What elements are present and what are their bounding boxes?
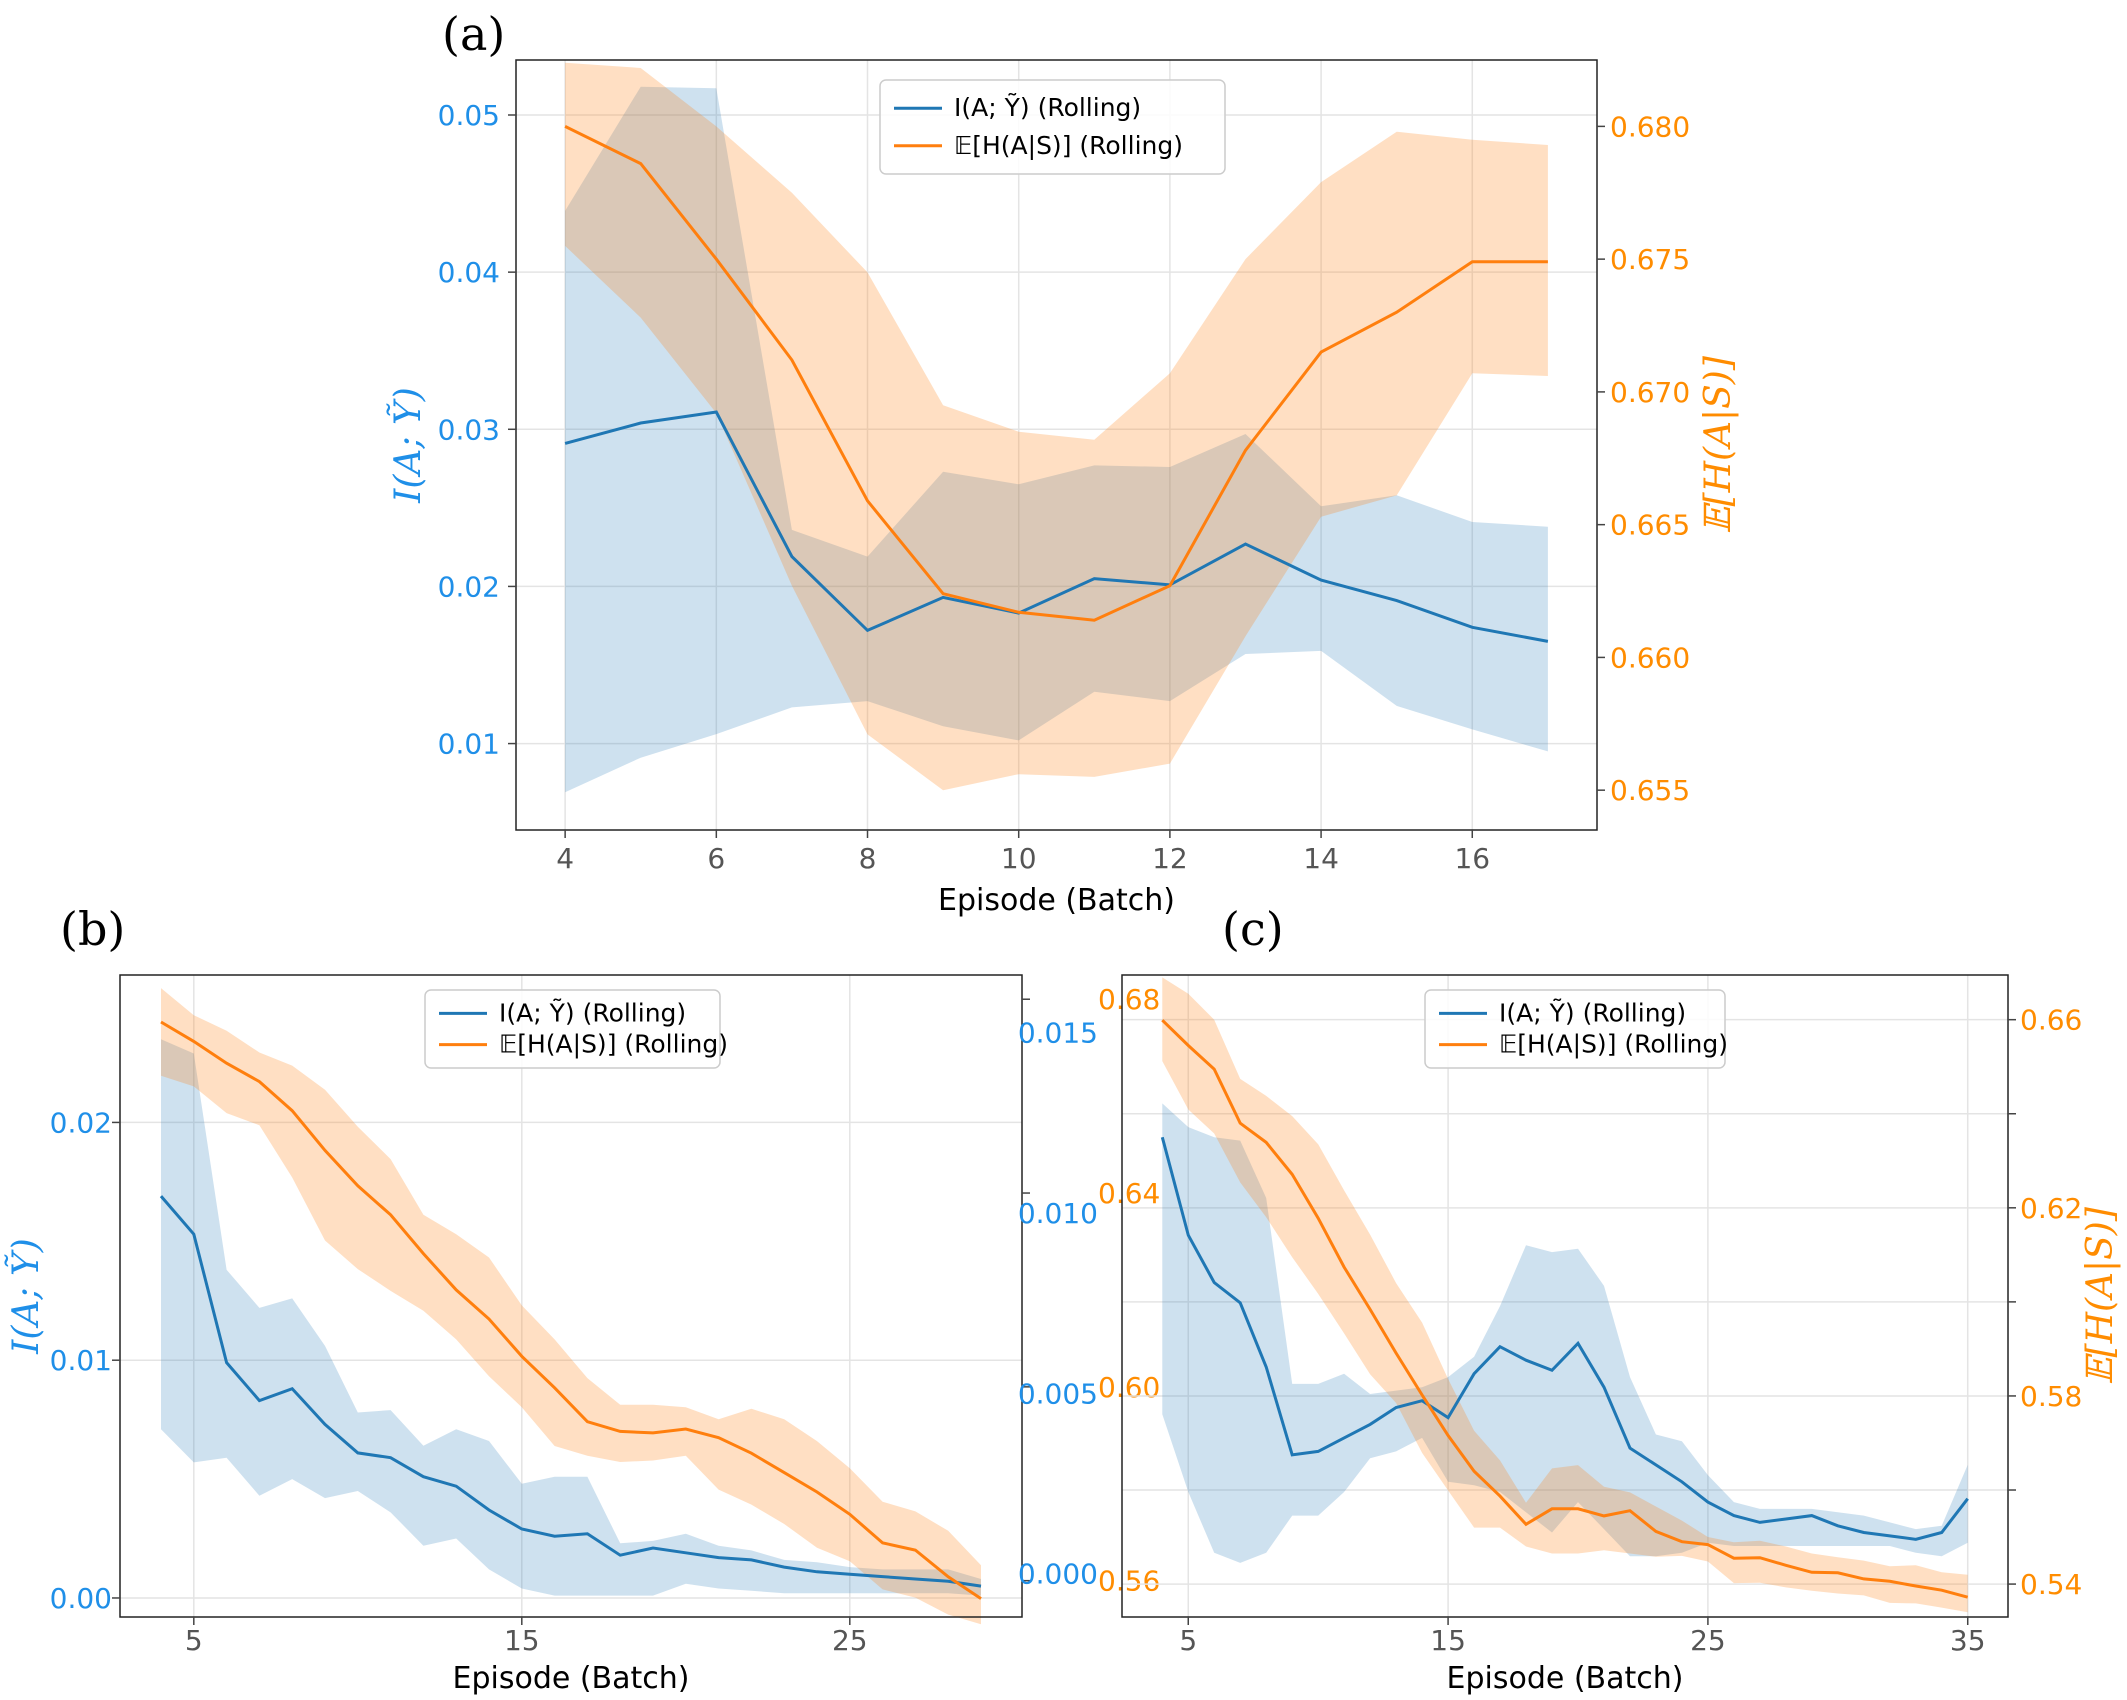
y-right-tick-label: 0.54	[2020, 1568, 2082, 1601]
y-right-tick-label: 0.670	[1610, 376, 1690, 409]
y-left-axis-label: I(A; Ỹ)	[387, 387, 429, 504]
legend-label: 𝔼[H(A|S)] (Rolling)	[954, 131, 1183, 160]
y-extra-tick-label: 0.005	[1018, 1377, 1098, 1410]
legend: I(A; Ỹ) (Rolling) 𝔼[H(A|S)] (Rolling)	[424, 989, 728, 1069]
y-left-tick-label: 0.02	[438, 570, 500, 603]
x-tick-label: 12	[1152, 842, 1188, 875]
y-right-tick-label: 0.675	[1610, 243, 1690, 276]
legend-box	[1424, 989, 1726, 1069]
x-tick-label: 15	[504, 1624, 540, 1657]
panel-b-label: (b)	[60, 902, 125, 956]
y-left-tick-label: 0.04	[438, 256, 500, 289]
panel-a-chart: 4 6 8 10 12 14 16 0.01 0.02 0.03 0.04 0.05 0.655 0.66…	[387, 59, 1739, 918]
x-axis-label: Episode (Batch)	[938, 883, 1175, 918]
x-tick-label: 10	[1001, 842, 1037, 875]
y-left-tick-label: 0.00	[50, 1582, 112, 1615]
y-extra-tick-label: 0.000	[1018, 1558, 1098, 1591]
y-right-tick-label: 0.64	[1098, 1177, 1160, 1210]
axes-frame	[119, 974, 1023, 1618]
entropy-confidence-band	[1162, 977, 1968, 1613]
x-tick-label: 6	[707, 842, 725, 875]
y-left-tick-label: 0.05	[438, 99, 500, 132]
legend-label: I(A; Ỹ) (Rolling)	[954, 92, 1141, 122]
x-tick-label: 16	[1454, 842, 1490, 875]
y-extra-tick-label: 0.010	[1018, 1197, 1098, 1230]
y-extra-tick-label: 0.015	[1018, 1017, 1098, 1050]
panel-b-chart: 5 15 25 0.00 0.01 0.02 0.56 0.60 0.64 0.68 0.000 0.…	[5, 974, 1160, 1696]
mi-series-line	[564, 410, 1549, 643]
y-left-axis-label: I(A; Ỹ)	[5, 1238, 47, 1355]
y-right-tick-label: 0.655	[1610, 774, 1690, 807]
entropy-series-line	[160, 1020, 982, 1600]
y-right-tick-label: 0.680	[1610, 110, 1690, 143]
y-left-tick-label: 0.01	[50, 1344, 112, 1377]
y-right-axis-label: 𝔼[H(A|S)]	[1698, 355, 1739, 534]
mi-series-line	[159, 1195, 982, 1588]
panel-c-label: (c)	[1222, 902, 1284, 956]
x-tick-label: 25	[832, 1624, 868, 1657]
y-right-tick-label: 0.62	[2020, 1192, 2082, 1225]
x-tick-label: 25	[1690, 1624, 1726, 1657]
x-tick-label: 15	[1430, 1624, 1466, 1657]
entropy-series-line	[564, 125, 1548, 622]
x-tick-label: 4	[556, 842, 574, 875]
y-left-tick-label: 0.01	[438, 728, 500, 761]
y-right-tick-label: 0.660	[1610, 641, 1690, 674]
legend: I(A; Ỹ) (Rolling) 𝔼[H(A|S)] (Rolling)	[879, 79, 1226, 175]
legend-label: I(A; Ỹ) (Rolling)	[1499, 997, 1686, 1027]
x-tick-label: 5	[185, 1624, 203, 1657]
legend-label: 𝔼[H(A|S)] (Rolling)	[499, 1030, 728, 1059]
legend-label: I(A; Ỹ) (Rolling)	[499, 997, 686, 1027]
y-right-tick-label: 0.56	[1098, 1565, 1160, 1598]
legend-label: 𝔼[H(A|S)] (Rolling)	[1499, 1030, 1728, 1059]
legend-box	[424, 989, 721, 1069]
x-tick-label: 5	[1179, 1624, 1197, 1657]
axes-frame	[1121, 974, 2009, 1618]
mi-confidence-band	[565, 86, 1548, 793]
mi-confidence-band	[161, 1039, 981, 1596]
y-left-tick-label: 0.02	[50, 1106, 112, 1139]
x-tick-label: 8	[859, 842, 877, 875]
y-right-tick-label: 0.665	[1610, 509, 1690, 542]
mi-confidence-band	[1162, 1103, 1968, 1563]
y-right-tick-label: 0.68	[1098, 983, 1160, 1016]
entropy-confidence-band	[161, 988, 981, 1625]
panel-a-label: (a)	[442, 7, 505, 61]
x-tick-label: 14	[1303, 842, 1339, 875]
y-left-tick-label: 0.03	[438, 413, 500, 446]
y-right-axis-label: 𝔼[H(A|S)]	[2080, 1206, 2121, 1385]
y-right-tick-label: 0.66	[2020, 1004, 2082, 1037]
y-right-tick-label: 0.60	[1098, 1371, 1160, 1404]
x-tick-label: 35	[1950, 1624, 1986, 1657]
y-right-tick-label: 0.58	[2020, 1380, 2082, 1413]
x-axis-label: Episode (Batch)	[453, 1661, 690, 1696]
entropy-confidence-band	[565, 62, 1548, 791]
mi-series-line	[1160, 1136, 1969, 1541]
legend: I(A; Ỹ) (Rolling) 𝔼[H(A|S)] (Rolling)	[1424, 989, 1728, 1069]
x-axis-label: Episode (Batch)	[1447, 1661, 1684, 1696]
entropy-series-line	[1161, 1019, 1969, 1599]
axes-frame	[515, 59, 1598, 831]
legend-box	[879, 79, 1226, 175]
panel-c-chart: 5 15 25 35 0.54 0.58 0.62 0.66 Episode (Batch) 𝔼[…	[1121, 974, 2121, 1696]
